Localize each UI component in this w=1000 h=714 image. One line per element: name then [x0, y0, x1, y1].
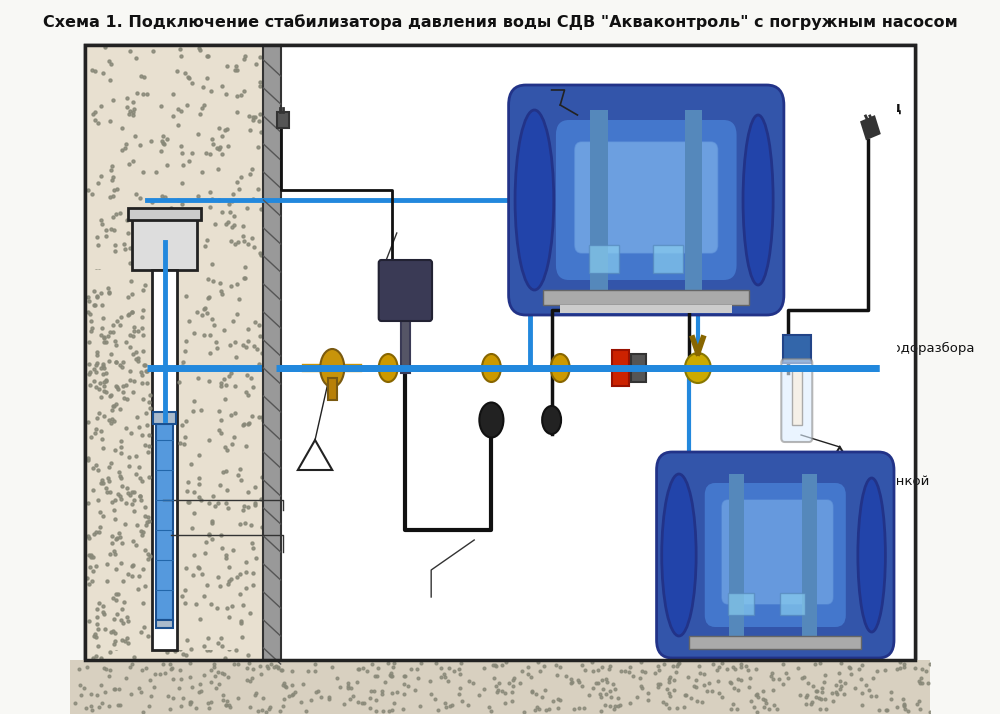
Ellipse shape [551, 354, 570, 382]
Bar [156, 620, 173, 628]
Bar [802, 474, 817, 636]
Bar [861, 116, 880, 139]
Bar [85, 45, 915, 660]
Text: Обратный клапан: Обратный клапан [283, 493, 409, 506]
Bar [728, 593, 754, 615]
Bar [152, 270, 177, 650]
Bar [70, 660, 930, 714]
Bar [729, 474, 744, 636]
Ellipse shape [479, 403, 503, 438]
Bar [612, 350, 629, 386]
Bar [792, 370, 802, 425]
Bar [783, 335, 811, 363]
Text: Реле давления воды: Реле давления воды [397, 220, 542, 233]
Text: Фильтр грубой
очистки: Фильтр грубой очистки [298, 470, 403, 498]
Text: Гидроаккумулятор: Гидроаккумулятор [552, 79, 699, 91]
Text: Схема 1. Подключение стабилизатора давления воды СДВ "Акваконтроль" с погружным : Схема 1. Подключение стабилизатора давле… [43, 14, 957, 30]
FancyBboxPatch shape [781, 359, 812, 442]
Ellipse shape [685, 353, 711, 383]
Ellipse shape [482, 354, 501, 382]
Bar [85, 270, 152, 650]
Text: Гидроаккумулятор: Гидроаккумулятор [612, 443, 759, 456]
FancyBboxPatch shape [705, 483, 846, 627]
FancyBboxPatch shape [657, 452, 894, 658]
Text: Стабилизатор давления воды
«EXTRA® Акваконтроль СДВ»: Стабилизатор давления воды «EXTRA® Аквак… [326, 600, 536, 628]
Text: Погружной насос: Погружной насос [283, 536, 406, 548]
Bar [328, 378, 337, 400]
Bar [281, 45, 897, 660]
Bar [589, 245, 619, 273]
Bar [631, 354, 646, 382]
Bar [689, 636, 861, 649]
Text: 220 В ~ 50 Гц: 220 В ~ 50 Гц [292, 101, 401, 115]
Ellipse shape [662, 474, 696, 636]
Ellipse shape [320, 349, 344, 387]
Bar [85, 45, 915, 660]
Bar [590, 110, 608, 290]
Bar [153, 412, 176, 424]
Ellipse shape [379, 354, 398, 382]
Bar [560, 305, 732, 313]
Bar [281, 45, 915, 660]
Bar [128, 208, 201, 220]
Bar [543, 290, 749, 305]
Ellipse shape [743, 115, 773, 285]
FancyBboxPatch shape [379, 260, 432, 321]
FancyBboxPatch shape [575, 142, 718, 253]
Ellipse shape [542, 406, 561, 434]
Text: Фильтр тонкой
очистки: Фильтр тонкой очистки [823, 475, 929, 503]
Bar [653, 245, 683, 273]
Ellipse shape [515, 110, 554, 290]
Ellipse shape [858, 478, 885, 632]
Bar [685, 110, 702, 290]
Bar [156, 420, 173, 620]
Text: 220 В ~ 50 Гц: 220 В ~ 50 Гц [792, 101, 902, 115]
Bar [263, 45, 281, 660]
FancyBboxPatch shape [509, 85, 784, 315]
Text: к точкам водоразбора: к точкам водоразбора [818, 341, 975, 355]
FancyBboxPatch shape [556, 120, 737, 280]
Bar [277, 112, 289, 128]
Bar [780, 593, 805, 615]
FancyBboxPatch shape [722, 500, 833, 604]
Bar [132, 215, 197, 270]
Bar [177, 270, 270, 650]
Bar [85, 45, 270, 660]
